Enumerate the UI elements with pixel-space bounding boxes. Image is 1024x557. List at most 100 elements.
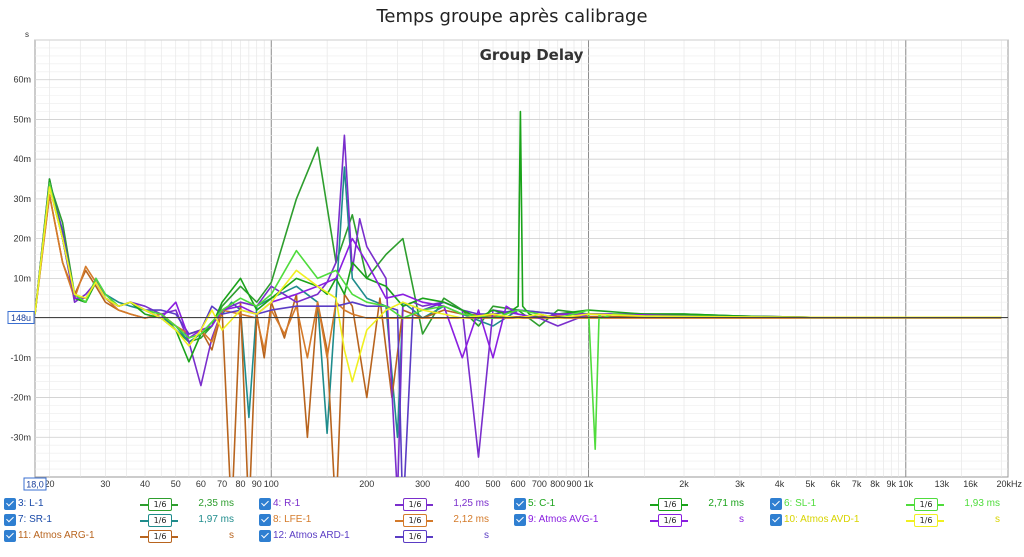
group-delay-chart: 60m 50m 40m 30m 20m 10m -10m -20m -30m s 20 30 40 50 6…: [7, 30, 1022, 491]
x-tick-label: 500: [486, 479, 501, 489]
smoothing-selector[interactable]: 1/6: [650, 513, 688, 527]
legend-checkbox[interactable]: [514, 514, 526, 526]
legend-value: s: [739, 514, 744, 525]
legend-value: 1,93 ms: [964, 498, 1000, 509]
x-tick-label: 400: [455, 479, 470, 489]
smoothing-label: 1/6: [148, 530, 172, 543]
smoothing-selector[interactable]: 1/6: [395, 529, 433, 543]
legend-checkbox[interactable]: [259, 498, 271, 510]
legend-item[interactable]: 6: SL-1 1/6 1,93 ms: [770, 497, 1020, 511]
y-tick-label: 10m: [13, 273, 31, 283]
y-tick-label: 30m: [13, 194, 31, 204]
x-tick-label: 40: [140, 479, 150, 489]
legend-series-name: 11: Atmos ARG-1: [18, 530, 95, 541]
legend-item[interactable]: 9: Atmos AVG-1 1/6 s: [514, 513, 764, 527]
legend-series-name: 6: SL-1: [784, 498, 817, 509]
y-tick-label: -30m: [10, 432, 31, 442]
smoothing-label: 1/6: [658, 514, 682, 527]
smoothing-selector[interactable]: 1/6: [906, 497, 944, 511]
x-tick-label: 10k: [899, 479, 914, 489]
legend-item[interactable]: 4: R-1 1/6 1,25 ms: [259, 497, 509, 511]
x-tick-label: 900: [566, 479, 581, 489]
y-tick-label: 60m: [13, 75, 31, 85]
x-tick-label: 800: [550, 479, 565, 489]
legend-checkbox[interactable]: [4, 514, 16, 526]
x-tick-label: 600: [511, 479, 526, 489]
legend-item[interactable]: 11: Atmos ARG-1 1/6 s: [4, 529, 254, 543]
window-title: Temps groupe après calibrage: [376, 6, 648, 27]
legend-checkbox[interactable]: [4, 530, 16, 542]
x-tick-label: 13k: [935, 479, 950, 489]
legend-series-name: 4: R-1: [273, 498, 301, 509]
x-tick-label: 20kHz: [996, 479, 1022, 489]
legend-value: 2,35 ms: [198, 498, 234, 509]
x-tick-label: 8k: [870, 479, 880, 489]
legend-series-name: 10: Atmos AVD-1: [784, 514, 860, 525]
legend-checkbox[interactable]: [259, 514, 271, 526]
x-tick-label: 16k: [963, 479, 978, 489]
y-tick-label: 50m: [13, 114, 31, 124]
legend-value: 1,25 ms: [453, 498, 489, 509]
legend-value: 2,71 ms: [708, 498, 744, 509]
smoothing-label: 1/6: [148, 498, 172, 511]
legend-checkbox[interactable]: [514, 498, 526, 510]
legend-value: 2,12 ms: [453, 514, 489, 525]
legend-series-name: 12: Atmos ARD-1: [273, 530, 350, 541]
smoothing-selector[interactable]: 1/6: [395, 513, 433, 527]
x-tick-label: 90: [252, 479, 262, 489]
legend-item[interactable]: 5: C-1 1/6 2,71 ms: [514, 497, 764, 511]
chart-title: Group Delay: [480, 46, 584, 64]
x-tick-label: 1k: [584, 479, 594, 489]
legend-series-name: 7: SR-1: [18, 514, 52, 525]
legend-series-name: 8: LFE-1: [273, 514, 312, 525]
y-cursor-box: [7, 311, 35, 325]
x-tick-label: 80: [236, 479, 246, 489]
legend-item[interactable]: 3: L-1 1/6 2,35 ms: [4, 497, 254, 511]
x-tick-label: 3k: [735, 479, 745, 489]
smoothing-selector[interactable]: 1/6: [650, 497, 688, 511]
legend-checkbox[interactable]: [4, 498, 16, 510]
smoothing-selector[interactable]: 1/6: [140, 497, 178, 511]
smoothing-selector[interactable]: 1/6: [140, 529, 178, 543]
x-tick-label: 300: [415, 479, 430, 489]
smoothing-label: 1/6: [403, 530, 427, 543]
x-tick-label: 200: [359, 479, 374, 489]
legend-value: s: [995, 514, 1000, 525]
x-cursor-box: [23, 477, 47, 491]
y-tick-label: -10m: [10, 353, 31, 363]
smoothing-label: 1/6: [403, 498, 427, 511]
smoothing-label: 1/6: [403, 514, 427, 527]
legend-checkbox[interactable]: [770, 514, 782, 526]
legend-item[interactable]: 10: Atmos AVD-1 1/6 s: [770, 513, 1020, 527]
legend-item[interactable]: 7: SR-1 1/6 1,97 ms: [4, 513, 254, 527]
legend-item[interactable]: 8: LFE-1 1/6 2,12 ms: [259, 513, 509, 527]
legend-value: s: [229, 530, 234, 541]
x-tick-label: 100: [264, 479, 279, 489]
legend-checkbox[interactable]: [259, 530, 271, 542]
x-tick-label: 6k: [831, 479, 841, 489]
smoothing-selector[interactable]: 1/6: [395, 497, 433, 511]
y-tick-label: 20m: [13, 234, 31, 244]
legend-series-name: 9: Atmos AVG-1: [528, 514, 599, 525]
smoothing-selector[interactable]: 1/6: [906, 513, 944, 527]
legend-value: 1,97 ms: [198, 514, 234, 525]
smoothing-label: 1/6: [148, 514, 172, 527]
y-tick-label: -20m: [10, 393, 31, 403]
x-tick-label: 7k: [852, 479, 862, 489]
x-tick-label: 4k: [775, 479, 785, 489]
x-tick-label: 9k: [887, 479, 897, 489]
y-axis-unit: s: [25, 30, 29, 39]
x-tick-label: 60: [196, 479, 206, 489]
smoothing-label: 1/6: [914, 498, 938, 511]
legend-series-name: 3: L-1: [18, 498, 44, 509]
series-line: [35, 186, 1002, 383]
y-tick-label: 40m: [13, 154, 31, 164]
x-tick-label: 20: [45, 479, 55, 489]
x-tick-label: 700: [532, 479, 547, 489]
x-tick-label: 2k: [679, 479, 689, 489]
legend-checkbox[interactable]: [770, 498, 782, 510]
legend-item[interactable]: 12: Atmos ARD-1 1/6 s: [259, 529, 509, 543]
y-cursor-label: 148u: [11, 313, 31, 323]
smoothing-label: 1/6: [658, 498, 682, 511]
smoothing-selector[interactable]: 1/6: [140, 513, 178, 527]
